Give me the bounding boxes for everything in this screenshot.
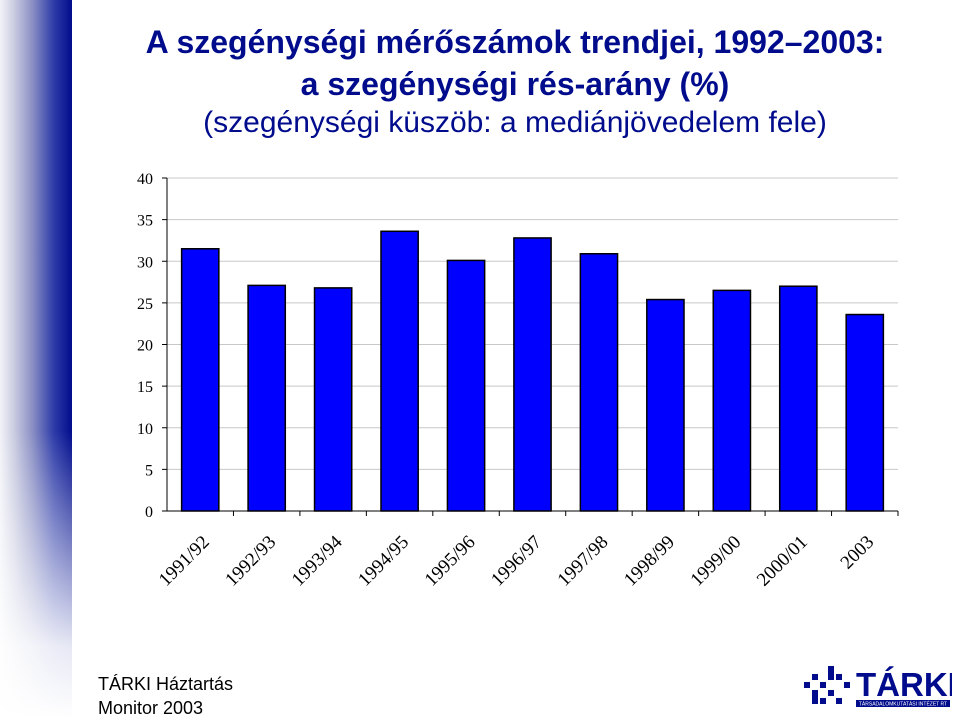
x-category-label: 1995/96 [421,532,480,591]
bar-2000-01 [778,285,818,512]
x-category-label: 1996/97 [487,532,546,591]
footer-source: TÁRKI Háztartás Monitor 2003 [98,672,233,720]
bar-1999-00 [712,289,752,512]
bar-1992-93 [247,284,287,512]
y-tick-label: 5 [145,462,153,479]
chart-title-line2: a szegénységi rés-arány (%) [300,66,730,102]
y-tick-label: 20 [137,338,153,355]
bar-1995-96 [446,259,486,512]
y-tick-label: 0 [145,504,153,521]
bar-1996-97 [513,237,552,512]
x-category-label: 2003 [837,532,879,574]
x-category-label: 1999/00 [687,532,746,591]
y-tick-label: 10 [137,421,153,438]
x-category-label: 1993/94 [288,531,347,590]
bar-2003 [845,313,885,512]
footer-line2: Monitor 2003 [98,698,204,718]
logo-tagline: TÁRSADALOMKUTATÁSI INTÉZET RT [859,701,947,708]
x-category-label: 2000/01 [753,532,812,591]
bar-1998-99 [646,298,685,512]
logo-tagline-bar [856,700,950,707]
y-tick-label: 35 [137,213,153,230]
bar-1997-98 [579,253,619,512]
logo-mark-icon [804,666,850,704]
logo-text: TÁRKI [856,666,952,703]
x-axis-labels: 1991/92 1992/93 1993/94 1994/95 1995/96 1996/… [155,511,899,591]
bar-1991-92 [180,248,220,512]
decorative-sidebar [0,0,72,718]
y-tick-label: 15 [137,379,153,396]
bars [180,230,885,512]
footer-line1: TÁRKI Háztartás [98,674,234,694]
bar-1994-95 [380,230,419,512]
x-category-label: 1998/99 [620,532,679,591]
y-axis-ticks: 0 5 10 15 20 25 30 35 40 [137,171,167,521]
x-category-label: 1997/98 [554,532,613,591]
y-tick-label: 30 [137,254,153,271]
bar-1993-94 [313,287,353,512]
x-category-label: 1991/92 [155,532,214,591]
chart-subtitle: (szegénységi küszöb: a mediánjövedelem f… [203,106,827,139]
x-category-label: 1994/95 [354,532,413,591]
y-tick-label: 25 [137,296,153,313]
x-category-label: 1992/93 [221,532,280,591]
y-tick-label: 40 [137,171,153,188]
chart-title-line1: A szegénységi mérőszámok trendjei, 1992–… [145,24,885,60]
tarki-logo: TÁRKI TÁRSADALOMKUTATÁSI INTÉZET RT [804,666,952,708]
